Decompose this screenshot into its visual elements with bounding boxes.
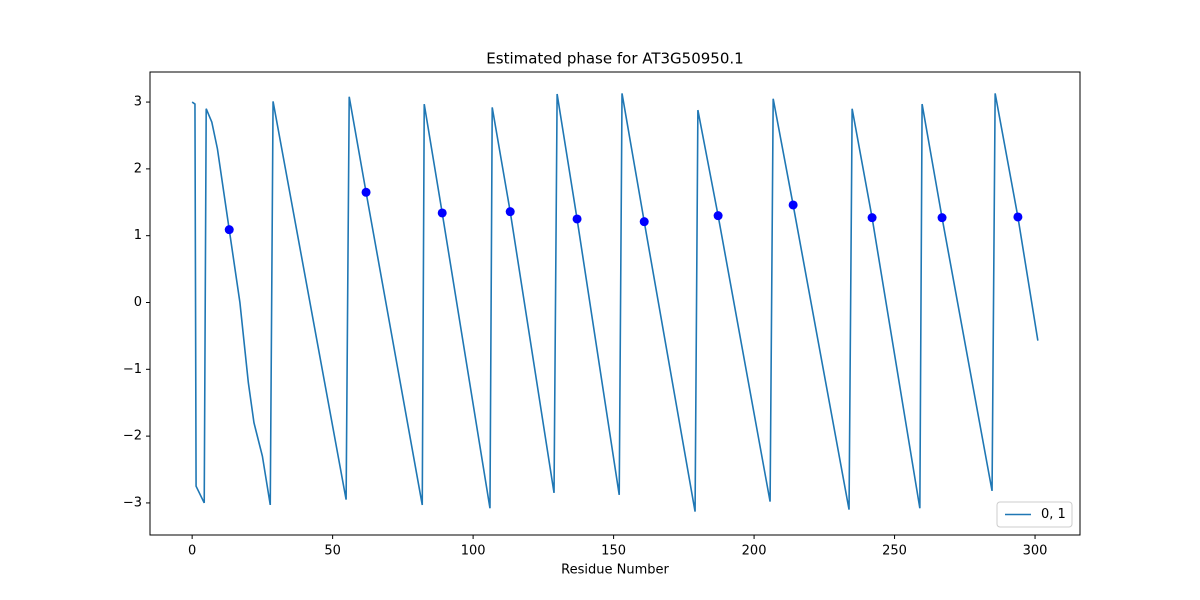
x-tick-label: 250 <box>882 544 907 559</box>
marker <box>639 217 649 227</box>
y-tick-label: 3 <box>134 95 142 110</box>
marker <box>224 225 234 235</box>
y-tick-label: −1 <box>123 362 142 377</box>
marker <box>505 207 515 217</box>
marker <box>572 214 582 224</box>
marker <box>1013 212 1023 222</box>
marker <box>437 208 447 218</box>
marker <box>937 213 947 223</box>
x-tick-label: 300 <box>1023 544 1048 559</box>
marker <box>713 211 723 221</box>
x-axis-label: Residue Number <box>561 563 669 578</box>
marker <box>361 187 371 197</box>
y-tick-label: 2 <box>134 161 142 176</box>
y-tick-label: 0 <box>134 295 142 310</box>
legend-box <box>996 501 1073 528</box>
x-tick-label: 150 <box>601 544 626 559</box>
marker <box>788 200 798 210</box>
y-tick-label: −3 <box>123 495 142 510</box>
y-tick-label: 1 <box>134 228 142 243</box>
marker <box>867 213 877 223</box>
chart-title: Estimated phase for AT3G50950.1 <box>486 50 743 68</box>
x-tick-label: 200 <box>742 544 767 559</box>
line <box>191 93 1039 512</box>
legend-label: 0, 1 <box>1041 507 1066 522</box>
x-tick-label: 0 <box>188 544 196 559</box>
x-tick-label: 100 <box>461 544 486 559</box>
plot-frame <box>149 71 1081 536</box>
y-tick-label: −2 <box>123 429 142 444</box>
x-tick-label: 50 <box>324 544 341 559</box>
